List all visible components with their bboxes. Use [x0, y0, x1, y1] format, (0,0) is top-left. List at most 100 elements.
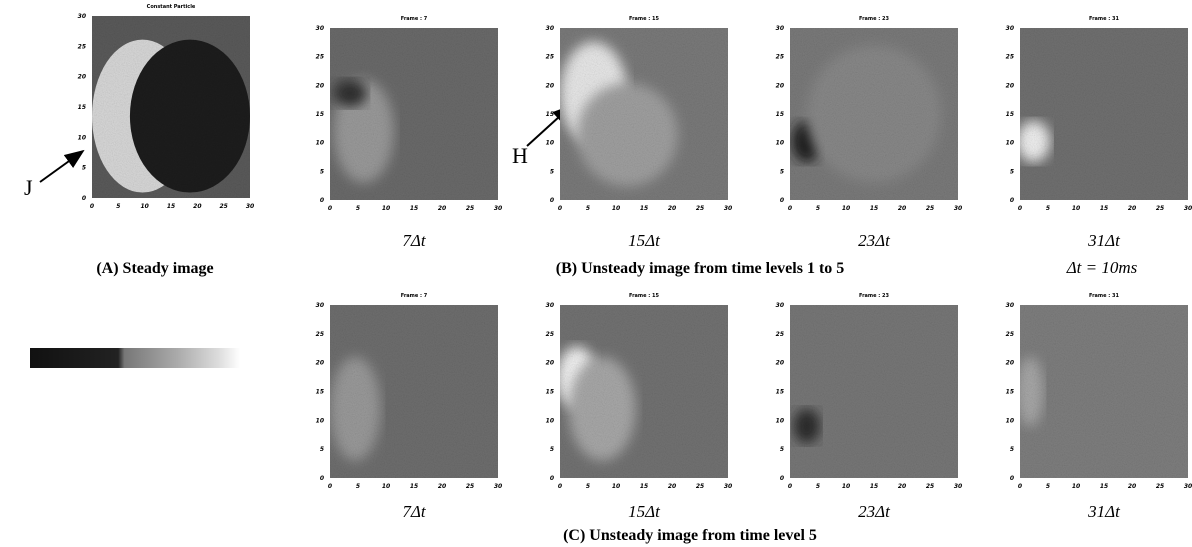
arrow-j	[39, 149, 85, 183]
x-tick-label: 0	[1018, 483, 1022, 490]
y-tick-label: 30	[776, 25, 784, 32]
y-tick-label: 20	[316, 360, 324, 367]
x-tick-label: 5	[586, 483, 590, 490]
y-tick-label: 30	[1006, 302, 1014, 309]
y-tick-label: 10	[776, 417, 784, 424]
y-tick-label: 30	[78, 13, 86, 20]
x-tick-label: 30	[494, 483, 502, 490]
panel-title: Frame : 15	[629, 293, 659, 299]
y-tick-label: 15	[1006, 389, 1014, 396]
y-tick-label: 30	[316, 25, 324, 32]
y-tick-label: 0	[780, 197, 784, 204]
y-tick-label: 25	[1006, 331, 1014, 338]
y-tick-label: 0	[550, 475, 554, 482]
time-label: 31Δt	[1087, 502, 1121, 521]
y-tick-label: 25	[776, 54, 784, 61]
y-tick-label: 10	[1006, 417, 1014, 424]
x-tick-label: 0	[788, 205, 792, 212]
x-tick-label: 0	[1018, 205, 1022, 212]
panel-title: Frame : 31	[1089, 293, 1119, 299]
image	[330, 305, 498, 478]
y-tick-label: 5	[780, 168, 784, 175]
x-tick-label: 30	[954, 483, 962, 490]
y-tick-label: 20	[546, 360, 554, 367]
y-tick-label: 5	[550, 446, 554, 453]
image-noise	[330, 305, 498, 478]
y-tick-label: 0	[1010, 197, 1014, 204]
image-panel: Frame : 31 00 5 5 10 10 15 15 20 20 25 25 30 30	[1006, 16, 1192, 212]
panel-title: Frame : 7	[401, 293, 428, 299]
x-tick-label: 5	[586, 205, 590, 212]
label-j: J	[24, 175, 33, 200]
x-tick-label: 10	[842, 205, 850, 212]
time-label: 23Δt	[858, 502, 891, 521]
x-tick-label: 20	[193, 203, 201, 210]
y-tick-label: 25	[546, 331, 554, 338]
panel-title: Frame : 23	[859, 293, 889, 299]
y-tick-label: 15	[316, 111, 324, 118]
y-tick-label: 10	[1006, 140, 1014, 147]
image	[790, 28, 958, 200]
x-tick-label: 10	[140, 203, 148, 210]
x-tick-label: 20	[668, 483, 676, 490]
x-tick-label: 10	[382, 483, 390, 490]
x-tick-label: 5	[356, 205, 360, 212]
y-tick-label: 30	[546, 302, 554, 309]
y-tick-label: 10	[546, 140, 554, 147]
x-tick-label: 10	[1072, 205, 1080, 212]
image-panel: Frame : 31 00 5 5 10 10 15 15 20 20 25 25 30 30	[1006, 293, 1192, 490]
x-tick-label: 5	[1046, 483, 1050, 490]
y-tick-label: 5	[780, 446, 784, 453]
y-tick-label: 25	[78, 43, 86, 50]
x-tick-label: 0	[558, 205, 562, 212]
y-tick-label: 5	[320, 446, 324, 453]
x-tick-label: 15	[410, 483, 418, 490]
x-tick-label: 25	[1156, 205, 1164, 212]
x-tick-label: 5	[116, 203, 120, 210]
image-panel: Frame : 7 00 5 5 10 10 15 15 20 20 25 25 30 30	[316, 293, 503, 490]
image	[330, 28, 498, 200]
y-tick-label: 10	[78, 134, 86, 141]
y-tick-label: 0	[1010, 475, 1014, 482]
image-noise	[560, 305, 728, 478]
x-tick-label: 30	[494, 205, 502, 212]
panel-title: Frame : 7	[401, 16, 428, 22]
image	[1020, 305, 1188, 478]
y-tick-label: 5	[1010, 446, 1014, 453]
panel-title: Frame : 31	[1089, 16, 1119, 22]
x-tick-label: 10	[382, 205, 390, 212]
y-tick-label: 15	[316, 389, 324, 396]
time-label: 7Δt	[402, 231, 426, 250]
x-tick-label: 15	[410, 205, 418, 212]
time-label: 15Δt	[628, 231, 661, 250]
image	[790, 305, 958, 478]
x-tick-label: 5	[1046, 205, 1050, 212]
x-tick-label: 5	[816, 483, 820, 490]
x-tick-label: 15	[167, 203, 175, 210]
image	[92, 16, 250, 198]
image-noise	[790, 305, 958, 478]
x-tick-label: 30	[724, 483, 732, 490]
panel-title: Frame : 15	[629, 16, 659, 22]
y-tick-label: 15	[1006, 111, 1014, 118]
y-tick-label: 20	[78, 74, 86, 81]
y-tick-label: 10	[316, 140, 324, 147]
x-tick-label: 20	[898, 483, 906, 490]
y-tick-label: 0	[320, 475, 324, 482]
y-tick-label: 15	[546, 389, 554, 396]
image-panel: Frame : 15 00 5 5 10 10 15 15 20 20 25 25 30 30	[546, 16, 733, 212]
y-tick-label: 15	[776, 111, 784, 118]
image-panel: Frame : 15 00 5 5 10 10 15 15 20 20 25 25 30 30	[546, 293, 733, 490]
x-tick-label: 15	[870, 483, 878, 490]
x-tick-label: 25	[1156, 483, 1164, 490]
image-panel: Frame : 23 00 5 5 10 10 15 15 20 20 25 25 30 30	[776, 16, 963, 212]
y-tick-label: 5	[1010, 168, 1014, 175]
x-tick-label: 15	[870, 205, 878, 212]
image-noise	[560, 28, 728, 200]
time-label: 23Δt	[858, 231, 891, 250]
x-tick-label: 0	[558, 483, 562, 490]
y-tick-label: 5	[320, 168, 324, 175]
image	[560, 305, 728, 478]
x-tick-label: 10	[612, 205, 620, 212]
